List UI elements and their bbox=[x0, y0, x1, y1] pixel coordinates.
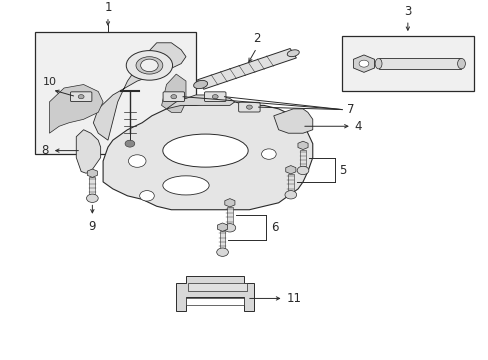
Circle shape bbox=[246, 105, 252, 109]
Text: 7: 7 bbox=[346, 103, 354, 116]
Polygon shape bbox=[89, 177, 95, 194]
Ellipse shape bbox=[457, 58, 465, 69]
Text: 6: 6 bbox=[271, 221, 278, 234]
Polygon shape bbox=[287, 174, 293, 190]
FancyBboxPatch shape bbox=[238, 102, 260, 112]
Polygon shape bbox=[161, 74, 185, 112]
Ellipse shape bbox=[374, 58, 381, 69]
Polygon shape bbox=[176, 276, 254, 311]
Polygon shape bbox=[166, 95, 234, 109]
Circle shape bbox=[297, 166, 308, 175]
Text: 3: 3 bbox=[404, 5, 411, 18]
Circle shape bbox=[224, 224, 235, 232]
Circle shape bbox=[128, 155, 146, 167]
Circle shape bbox=[86, 194, 98, 202]
FancyBboxPatch shape bbox=[204, 92, 225, 102]
Circle shape bbox=[212, 95, 218, 99]
Ellipse shape bbox=[163, 176, 209, 195]
Circle shape bbox=[170, 95, 176, 99]
Polygon shape bbox=[219, 231, 225, 248]
Text: 5: 5 bbox=[339, 163, 346, 177]
Ellipse shape bbox=[126, 51, 172, 80]
Text: 2: 2 bbox=[252, 32, 260, 45]
Circle shape bbox=[141, 59, 158, 72]
Ellipse shape bbox=[163, 134, 247, 167]
Circle shape bbox=[261, 149, 276, 159]
Circle shape bbox=[358, 60, 368, 67]
Bar bbox=[35, 32, 195, 154]
Text: 1: 1 bbox=[104, 1, 111, 14]
Polygon shape bbox=[378, 58, 461, 69]
Polygon shape bbox=[49, 85, 103, 133]
FancyBboxPatch shape bbox=[163, 92, 184, 102]
Ellipse shape bbox=[136, 57, 163, 74]
Text: 8: 8 bbox=[41, 144, 48, 157]
Polygon shape bbox=[103, 102, 312, 210]
Text: 4: 4 bbox=[353, 120, 361, 133]
Text: 10: 10 bbox=[42, 77, 56, 87]
Polygon shape bbox=[197, 49, 296, 89]
Polygon shape bbox=[273, 109, 312, 133]
Circle shape bbox=[140, 190, 154, 201]
FancyBboxPatch shape bbox=[70, 92, 92, 102]
Polygon shape bbox=[93, 43, 185, 140]
Circle shape bbox=[125, 140, 135, 147]
Circle shape bbox=[78, 95, 84, 99]
Circle shape bbox=[285, 190, 296, 199]
Bar bbox=[341, 36, 473, 91]
Polygon shape bbox=[185, 298, 244, 305]
Bar bbox=[188, 283, 246, 292]
Text: 11: 11 bbox=[286, 292, 301, 305]
Circle shape bbox=[216, 248, 228, 256]
Polygon shape bbox=[300, 149, 305, 166]
Polygon shape bbox=[76, 130, 101, 173]
Ellipse shape bbox=[286, 50, 299, 57]
Ellipse shape bbox=[193, 80, 207, 89]
Text: 9: 9 bbox=[88, 220, 96, 233]
Polygon shape bbox=[226, 207, 232, 224]
